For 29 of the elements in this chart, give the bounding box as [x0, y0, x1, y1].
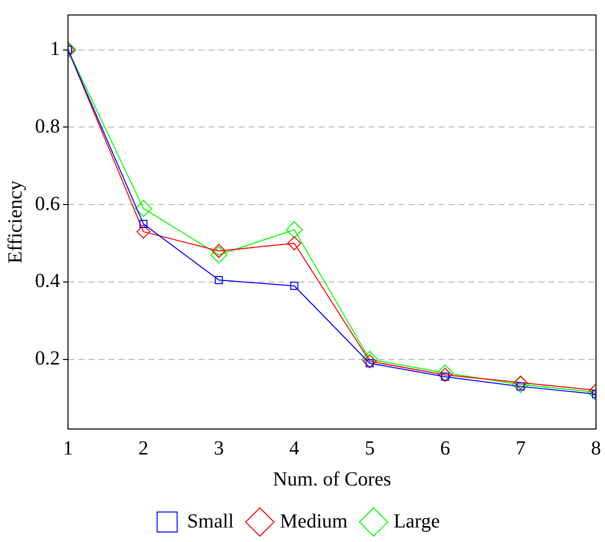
y-tick-label: 1 [50, 38, 60, 60]
x-tick-label: 5 [364, 437, 375, 460]
point [438, 368, 452, 382]
legend-label: Large [394, 510, 440, 532]
y-tick-label: 0.8 [35, 115, 60, 138]
x-tick-label: 6 [440, 437, 450, 460]
point [286, 221, 303, 238]
point [287, 236, 302, 250]
point [290, 282, 298, 290]
point [362, 354, 377, 368]
x-tick-label: 8 [591, 437, 601, 460]
point [361, 350, 378, 368]
y-tick-label: 0.2 [35, 348, 60, 370]
point [214, 276, 223, 284]
point [512, 376, 530, 394]
point [134, 200, 152, 217]
x-tick-label: 4 [289, 437, 300, 460]
x-tick-label: 3 [214, 437, 224, 460]
x-tick-label: 2 [138, 437, 148, 460]
y-tick-label: 0.6 [35, 192, 60, 215]
x-axis-title: Num. of Cores [272, 468, 392, 490]
point [139, 220, 148, 228]
point [136, 224, 150, 239]
x-tick-label: 7 [516, 437, 526, 460]
point [210, 246, 228, 264]
y-tick-label: 0.4 [35, 270, 60, 292]
legend-label: Medium [280, 510, 348, 532]
legend-label: Small [187, 510, 234, 532]
y-axis-title: Efficiency [4, 180, 26, 264]
